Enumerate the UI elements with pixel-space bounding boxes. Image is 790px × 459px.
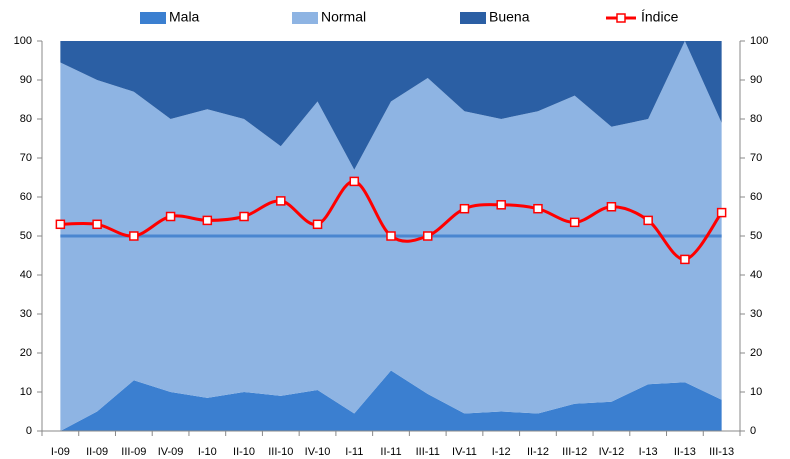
x-tick-label: II-09 bbox=[86, 446, 108, 458]
y2-tick-label: 20 bbox=[750, 347, 762, 359]
area bbox=[60, 370, 722, 431]
x-tick-label: IV-12 bbox=[599, 446, 625, 458]
marker bbox=[312, 219, 323, 230]
y-tick-label: 10 bbox=[20, 386, 32, 398]
marker bbox=[239, 211, 249, 222]
x-tick-label: III-11 bbox=[416, 446, 440, 458]
x-tick-label: IV-10 bbox=[305, 446, 331, 458]
x-tick-label: IV-09 bbox=[158, 446, 184, 458]
x-tick-label: III-12 bbox=[562, 446, 587, 458]
marker bbox=[459, 203, 470, 214]
legend-label: Mala bbox=[169, 9, 200, 25]
y2-tick-label: 90 bbox=[750, 74, 762, 86]
legend-label: Buena bbox=[489, 9, 530, 25]
legend: Mala Normal Buena Índice bbox=[140, 9, 679, 25]
marker bbox=[276, 196, 286, 206]
marker bbox=[606, 202, 617, 212]
x-tick-label: I-13 bbox=[639, 446, 658, 458]
marker bbox=[386, 231, 396, 241]
x-tick-label: III-10 bbox=[268, 446, 293, 458]
legend-swatch bbox=[140, 12, 166, 24]
y-tick-label: 0 bbox=[26, 425, 32, 437]
marker bbox=[92, 219, 102, 230]
y2-tick-label: 10 bbox=[750, 386, 762, 398]
y2-tick-label: 30 bbox=[750, 308, 762, 320]
y-tick-label: 90 bbox=[20, 74, 32, 86]
y-tick-label: 50 bbox=[20, 230, 32, 242]
area bbox=[60, 41, 722, 170]
marker bbox=[349, 176, 360, 187]
y-tick-label: 40 bbox=[20, 269, 32, 281]
marker bbox=[569, 217, 580, 228]
y2-tick-label: 40 bbox=[750, 269, 762, 281]
legend-label: Normal bbox=[321, 9, 366, 25]
y2-tick-label: 0 bbox=[750, 425, 756, 437]
y2-tick-label: 80 bbox=[750, 113, 762, 125]
legend-marker bbox=[616, 13, 626, 23]
y-tick-label: 60 bbox=[20, 191, 32, 203]
x-tick-label: II-12 bbox=[527, 446, 549, 458]
marker bbox=[129, 231, 139, 241]
y2-tick-label: 100 bbox=[750, 35, 768, 47]
marker bbox=[202, 215, 213, 226]
marker bbox=[422, 231, 433, 241]
y2-tick-label: 70 bbox=[750, 152, 762, 164]
legend-label: Índice bbox=[641, 9, 679, 25]
y-tick-label: 30 bbox=[20, 308, 32, 320]
x-tick-label: I-09 bbox=[51, 446, 70, 458]
x-tick-label: I-12 bbox=[492, 446, 511, 458]
y-tick-label: 20 bbox=[20, 347, 32, 359]
y2-tick-label: 60 bbox=[750, 191, 762, 203]
legend-swatch bbox=[292, 12, 318, 24]
marker bbox=[165, 211, 176, 222]
x-tick-label: I-10 bbox=[198, 446, 217, 458]
x-tick-label: II-11 bbox=[380, 446, 401, 458]
marker bbox=[533, 203, 543, 214]
marker bbox=[496, 200, 506, 210]
y-tick-label: 100 bbox=[14, 35, 32, 47]
marker bbox=[643, 215, 653, 226]
x-tick-label: III-13 bbox=[709, 446, 734, 458]
x-tick-label: I-11 bbox=[345, 446, 363, 458]
x-tick-label: II-10 bbox=[233, 446, 255, 458]
x-tick-label: III-09 bbox=[121, 446, 146, 458]
y-tick-label: 70 bbox=[20, 152, 32, 164]
marker bbox=[680, 254, 690, 265]
y-tick-label: 80 bbox=[20, 113, 32, 125]
x-tick-label: II-13 bbox=[674, 446, 696, 458]
marker bbox=[716, 207, 727, 218]
marker bbox=[55, 219, 66, 230]
legend-swatch bbox=[460, 12, 486, 24]
y2-tick-label: 50 bbox=[750, 230, 762, 242]
x-tick-label: IV-11 bbox=[452, 446, 477, 458]
